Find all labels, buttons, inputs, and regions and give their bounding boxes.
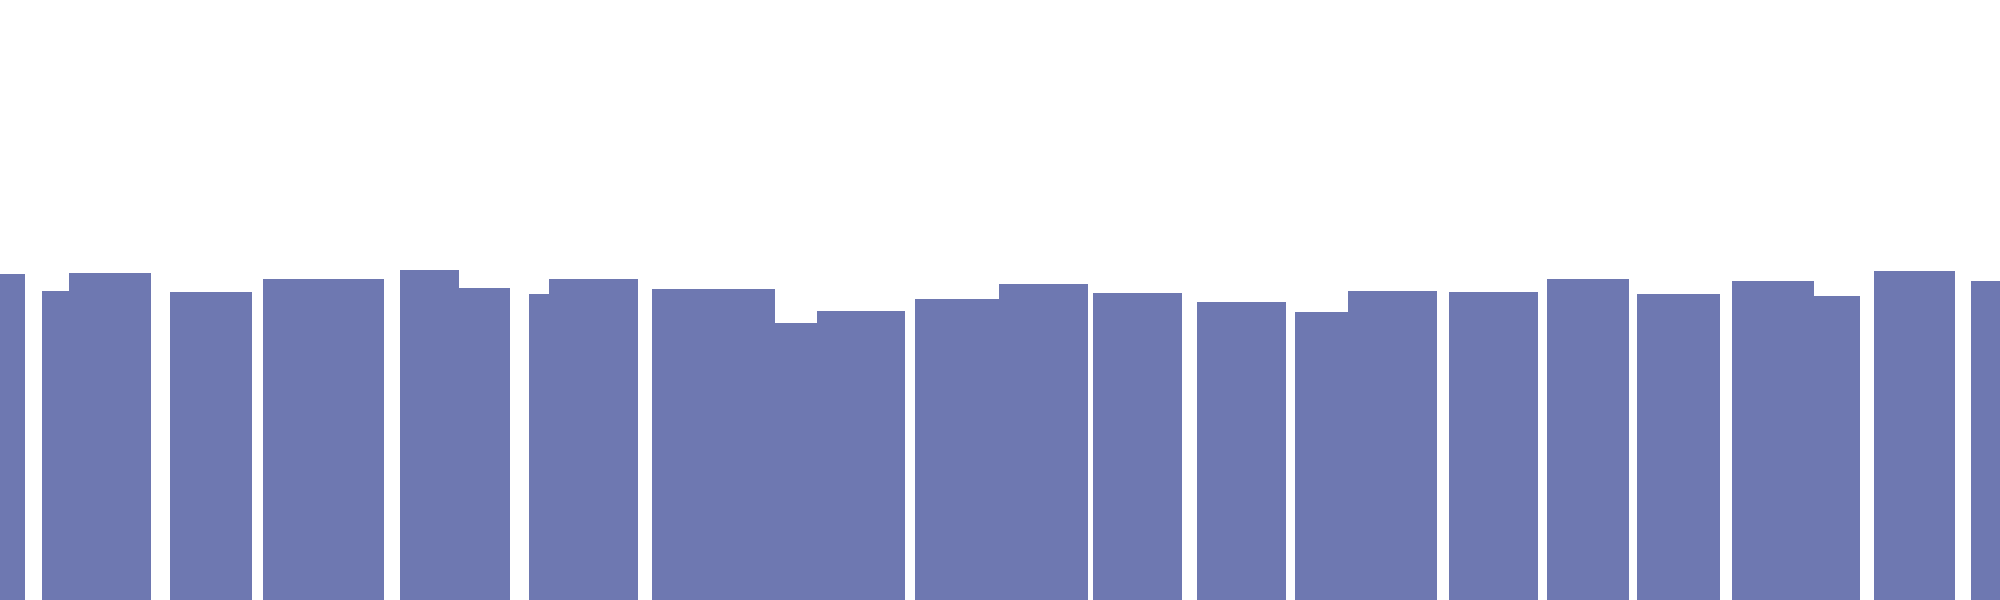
- bar-11: [775, 323, 817, 600]
- bar-19: [1449, 292, 1538, 600]
- bar-18: [1348, 291, 1437, 600]
- bar-15: [1093, 293, 1182, 600]
- bar-3: [69, 273, 151, 600]
- bars-group: [0, 270, 2000, 600]
- bar-21: [1637, 294, 1720, 600]
- bar-22: [1732, 281, 1814, 600]
- bar-8: [529, 294, 549, 600]
- bar-7: [459, 288, 510, 600]
- bar-10: [652, 289, 775, 600]
- bar-1: [0, 274, 25, 600]
- bar-24: [1874, 271, 1955, 600]
- bar-12: [817, 311, 905, 600]
- bar-4: [170, 292, 252, 600]
- bar-2: [42, 291, 69, 600]
- bar-16: [1197, 302, 1286, 600]
- bar-5: [263, 279, 384, 600]
- bar-25: [1971, 281, 2000, 600]
- bar-9: [549, 279, 638, 600]
- bar-20: [1547, 279, 1629, 600]
- bar-17: [1295, 312, 1348, 600]
- bar-23: [1814, 296, 1860, 600]
- bar-13: [915, 299, 999, 600]
- bar-6: [400, 270, 459, 600]
- bar-14: [999, 284, 1088, 600]
